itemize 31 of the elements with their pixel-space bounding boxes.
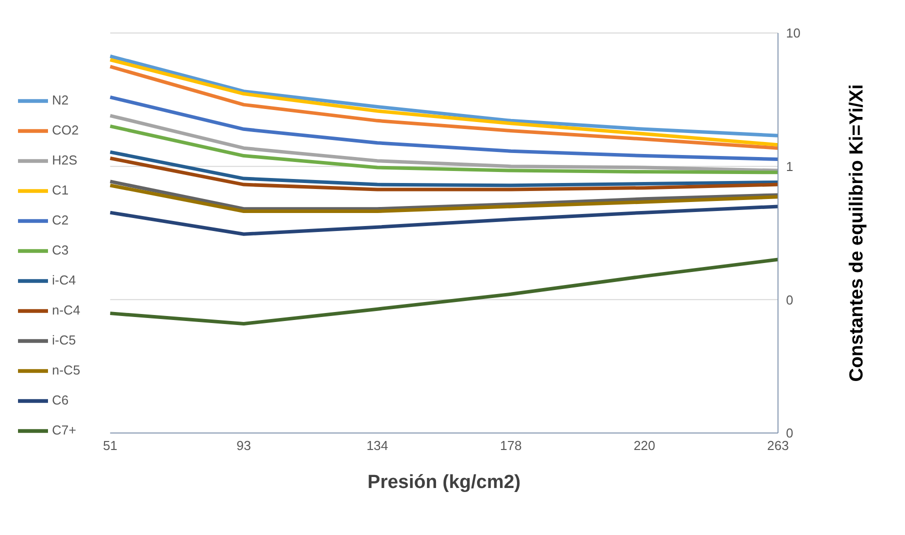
y-tick-label: 1 [786,158,794,174]
x-tick-label: 178 [500,438,522,454]
line-series [108,150,780,188]
legend-label: C7+ [52,422,76,437]
line-series [108,156,780,192]
legend-label: i-C4 [52,272,76,287]
y-tick-label: 10 [786,26,800,41]
x-tick-label: 51 [102,438,118,454]
line-series [108,124,780,174]
line-series [108,204,780,236]
legend-label: H2S [52,152,78,167]
legend-label: C6 [52,392,69,407]
x-axis-title: Presión (kg/cm2) [368,472,521,493]
y-tick-label: 0 [786,426,794,441]
legend-label: n-C5 [52,362,80,377]
y-axis-title: Constantes de equilibrio Ki=Yi/Xi [846,84,868,382]
legend-label: n-C4 [52,302,80,317]
legend-label: i-C5 [52,332,76,347]
line-series [108,95,780,162]
legend-label: N2 [52,92,69,107]
legend-label: C2 [52,212,69,227]
x-tick-label: 263 [767,438,789,454]
y-tick-label: 0 [786,292,794,308]
legend-label: C1 [52,182,69,197]
x-tick-label: 93 [236,438,251,454]
legend-label: C3 [52,242,69,257]
x-tick-label: 134 [366,438,388,454]
legend-label: CO2 [52,122,79,137]
line-series [108,114,780,172]
x-tick-label: 220 [634,438,656,454]
line-series [108,258,780,326]
